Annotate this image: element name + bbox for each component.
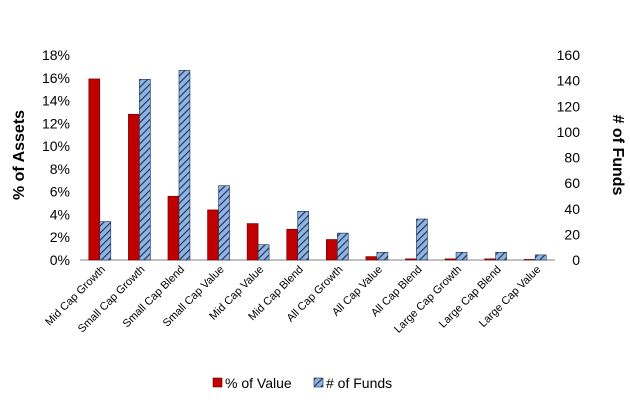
legend: % of Value # of Funds xyxy=(212,375,392,391)
legend-label-value: % of Value xyxy=(225,375,292,391)
y-tick-label: 16% xyxy=(42,70,70,86)
bar-group xyxy=(325,232,349,261)
y-tick-label: 8% xyxy=(50,161,70,177)
y-axis-title: % of Assets xyxy=(11,110,28,200)
y-right-tick-label: 40 xyxy=(564,201,580,217)
bar-funds xyxy=(99,221,112,261)
y-tick-label: 14% xyxy=(42,93,70,109)
bar-group xyxy=(128,79,151,261)
x-tick-label: Small Cap Growth xyxy=(76,264,148,336)
bar-value xyxy=(167,195,180,261)
y-tick-label: 18% xyxy=(42,47,70,63)
bar-group xyxy=(365,252,389,261)
y-right-tick-label: 100 xyxy=(557,124,581,140)
y-right-tick-label: 20 xyxy=(564,226,580,242)
y-tick-label: 12% xyxy=(42,115,70,131)
bar-value xyxy=(286,228,299,261)
bar-funds xyxy=(178,70,191,261)
bar-value xyxy=(207,209,219,261)
bar-funds xyxy=(257,244,270,261)
bar-value xyxy=(88,78,101,261)
y-tick-label: 6% xyxy=(50,184,70,200)
bar-value xyxy=(484,258,496,261)
bar-group xyxy=(207,185,230,261)
bar-groups xyxy=(88,70,547,261)
bar-group xyxy=(286,211,310,261)
bar-value xyxy=(128,113,140,261)
bar-funds xyxy=(218,185,230,261)
bar-funds xyxy=(534,254,547,261)
y-tick-label: 10% xyxy=(42,138,70,154)
bar-funds xyxy=(336,232,349,261)
y-axis-right-title: # of Funds xyxy=(609,115,626,196)
bar-group xyxy=(246,223,270,261)
y-right-tick-label: 0 xyxy=(572,252,580,268)
bar-value xyxy=(444,258,457,261)
y-right-tick-label: 60 xyxy=(564,175,580,191)
bar-group xyxy=(484,252,507,261)
legend-item-funds: # of Funds xyxy=(313,375,392,391)
y-right-tick-label: 80 xyxy=(564,150,580,166)
right-axis: 0 20 40 60 80 100 120 140 160 xyxy=(557,47,581,268)
y-tick-label: 2% xyxy=(50,229,70,245)
bar-funds xyxy=(139,79,151,261)
bar-funds xyxy=(376,252,389,261)
y-right-tick-label: 140 xyxy=(557,73,581,89)
x-tick-label: Large Cap Growth xyxy=(392,264,464,336)
bar-value xyxy=(246,223,259,261)
y-right-tick-label: 160 xyxy=(557,47,581,63)
y-tick-label: 0% xyxy=(50,252,70,268)
legend-swatch-funds xyxy=(313,377,324,388)
bar-value xyxy=(325,239,338,261)
bar-funds xyxy=(495,252,507,261)
bar-value xyxy=(523,259,536,261)
bar-funds xyxy=(416,218,428,261)
legend-swatch-value xyxy=(212,377,223,388)
legend-label-funds: # of Funds xyxy=(326,375,392,391)
bar-funds xyxy=(297,211,310,261)
bar-group xyxy=(167,70,191,261)
bar-value xyxy=(365,256,378,261)
bar-group xyxy=(523,254,547,261)
bar-value xyxy=(405,258,417,261)
bar-group xyxy=(444,252,468,261)
y-right-tick-label: 120 xyxy=(557,98,581,114)
bar-group xyxy=(405,218,428,261)
left-axis: 0% 2% 4% 6% 8% 10% 12% 14% 16% 18% xyxy=(42,47,70,268)
y-tick-label: 4% xyxy=(50,206,70,222)
legend-item-value: % of Value xyxy=(212,375,292,391)
bar-funds xyxy=(455,252,468,261)
bar-group xyxy=(88,78,112,261)
